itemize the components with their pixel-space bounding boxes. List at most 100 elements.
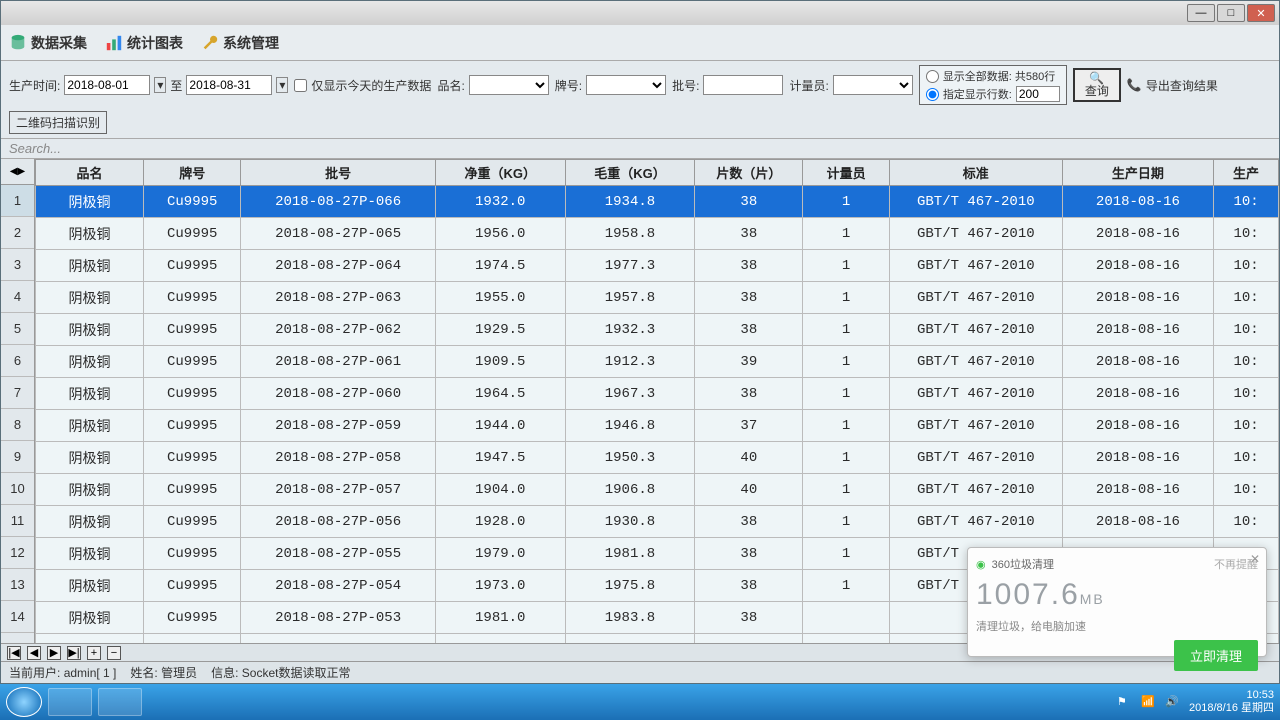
cell: Cu9995 — [144, 250, 241, 282]
row-header[interactable]: 9 — [1, 441, 34, 473]
table-row[interactable]: 阴极铜Cu99952018-08-27P-0631955.01957.8381G… — [36, 282, 1279, 314]
table-row[interactable]: 阴极铜Cu99952018-08-27P-0601964.51967.3381G… — [36, 378, 1279, 410]
row-header[interactable]: 3 — [1, 249, 34, 281]
export-button[interactable]: 📞 导出查询结果 — [1127, 77, 1218, 94]
menu-data-collect[interactable]: 数据采集 — [9, 33, 87, 53]
show-rows-radio[interactable] — [926, 88, 939, 101]
qr-scan-button[interactable]: 二维码扫描识别 — [9, 111, 107, 134]
cell: 10: — [1214, 314, 1279, 346]
row-header[interactable]: 10 — [1, 473, 34, 505]
row-header[interactable]: 1 — [1, 185, 34, 217]
taskbar-clock[interactable]: 10:53 2018/8/16 星期四 — [1189, 689, 1274, 715]
cell: GBT/T 467-2010 — [889, 346, 1062, 378]
row-header[interactable]: 11 — [1, 505, 34, 537]
table-row[interactable]: 阴极铜Cu99952018-08-27P-0611909.51912.3391G… — [36, 346, 1279, 378]
col-header[interactable]: 生产 — [1214, 160, 1279, 186]
cell: 阴极铜 — [36, 634, 144, 644]
product-select[interactable] — [469, 75, 549, 95]
to-label: 至 — [170, 77, 182, 94]
today-only-checkbox[interactable] — [294, 79, 307, 92]
nav-next-button[interactable]: ▶ — [47, 646, 61, 660]
nav-first-button[interactable]: |◀ — [7, 646, 21, 660]
cell: Cu9995 — [144, 474, 241, 506]
row-header[interactable]: 13 — [1, 569, 34, 601]
row-header[interactable]: 12 — [1, 537, 34, 569]
menu-sys-manage[interactable]: 系统管理 — [201, 33, 279, 53]
cell: Cu9995 — [144, 186, 241, 218]
cell: 阴极铜 — [36, 186, 144, 218]
cell: 10: — [1214, 378, 1279, 410]
popup-close-button[interactable]: ✕ — [1250, 552, 1260, 566]
operator-select[interactable] — [833, 75, 913, 95]
tray-network-icon[interactable]: 📶 — [1141, 695, 1155, 709]
maximize-button[interactable]: □ — [1217, 4, 1245, 22]
nav-prev-button[interactable]: ◀ — [27, 646, 41, 660]
nav-add-button[interactable]: + — [87, 646, 101, 660]
row-header[interactable]: 15 — [1, 633, 34, 643]
row-header[interactable]: 6 — [1, 345, 34, 377]
table-row[interactable]: 阴极铜Cu99952018-08-27P-0621929.51932.3381G… — [36, 314, 1279, 346]
table-row[interactable]: 阴极铜Cu99952018-08-27P-0661932.01934.8381G… — [36, 186, 1279, 218]
start-button[interactable] — [6, 687, 42, 717]
cell: 2018-08-16 — [1062, 282, 1213, 314]
cell: 1 — [803, 442, 889, 474]
taskbar-date: 2018/8/16 星期四 — [1189, 702, 1274, 715]
close-button[interactable]: ✕ — [1247, 4, 1275, 22]
col-header[interactable]: 计量员 — [803, 160, 889, 186]
batch-input[interactable] — [703, 75, 783, 95]
show-all-radio[interactable] — [926, 70, 939, 83]
nav-del-button[interactable]: − — [107, 646, 121, 660]
menu-stats-chart[interactable]: 统计图表 — [105, 33, 183, 53]
col-header[interactable]: 标准 — [889, 160, 1062, 186]
cell: 阴极铜 — [36, 570, 144, 602]
date-from-dropdown[interactable]: ▾ — [154, 77, 166, 93]
date-from-input[interactable] — [64, 75, 150, 95]
tray-volume-icon[interactable]: 🔊 — [1165, 695, 1179, 709]
cell: 1912.3 — [565, 346, 695, 378]
table-row[interactable]: 阴极铜Cu99952018-08-27P-0641974.51977.3381G… — [36, 250, 1279, 282]
row-header[interactable]: 2 — [1, 217, 34, 249]
col-header[interactable]: 牌号 — [144, 160, 241, 186]
cell: 阴极铜 — [36, 346, 144, 378]
cell: 2018-08-16 — [1062, 506, 1213, 538]
taskbar-app-1[interactable] — [48, 688, 92, 716]
popup-clean-button[interactable]: 立即清理 — [1174, 640, 1258, 671]
cell: GBT/T 467-2010 — [889, 410, 1062, 442]
col-header[interactable]: 净重（KG） — [435, 160, 565, 186]
date-to-input[interactable] — [186, 75, 272, 95]
cell — [803, 602, 889, 634]
cell: GBT/T 467-2010 — [889, 442, 1062, 474]
tray-flag-icon[interactable]: ⚑ — [1117, 695, 1131, 709]
row-header[interactable]: 4 — [1, 281, 34, 313]
col-header[interactable]: 批号 — [241, 160, 436, 186]
table-row[interactable]: 阴极铜Cu99952018-08-27P-0581947.51950.3401G… — [36, 442, 1279, 474]
cell: 2018-08-27P-065 — [241, 218, 436, 250]
taskbar-app-2[interactable] — [98, 688, 142, 716]
cell: 38 — [695, 282, 803, 314]
show-rows-input[interactable] — [1016, 86, 1060, 102]
date-to-dropdown[interactable]: ▾ — [276, 77, 288, 93]
cell: 1 — [803, 506, 889, 538]
col-header[interactable]: 片数（片） — [695, 160, 803, 186]
nav-last-button[interactable]: ▶| — [67, 646, 81, 660]
table-row[interactable]: 阴极铜Cu99952018-08-27P-0571904.01906.8401G… — [36, 474, 1279, 506]
search-bar[interactable]: Search... — [1, 139, 1279, 159]
row-header-column: ◀▶ 123456789101112131415 — [1, 159, 35, 643]
row-header[interactable]: 8 — [1, 409, 34, 441]
table-row[interactable]: 阴极铜Cu99952018-08-27P-0561928.01930.8381G… — [36, 506, 1279, 538]
table-row[interactable]: 阴极铜Cu99952018-08-27P-0651956.01958.8381G… — [36, 218, 1279, 250]
table-row[interactable]: 阴极铜Cu99952018-08-27P-0591944.01946.8371G… — [36, 410, 1279, 442]
titlebar: — □ ✕ — [1, 1, 1279, 25]
col-header[interactable]: 品名 — [36, 160, 144, 186]
brand-select[interactable] — [586, 75, 666, 95]
row-header[interactable]: 7 — [1, 377, 34, 409]
col-header[interactable]: 生产日期 — [1062, 160, 1213, 186]
col-header[interactable]: 毛重（KG） — [565, 160, 695, 186]
cell: GBT/T 467-2010 — [889, 474, 1062, 506]
query-button[interactable]: 🔍 查询 — [1073, 68, 1121, 102]
row-header[interactable]: 5 — [1, 313, 34, 345]
minimize-button[interactable]: — — [1187, 4, 1215, 22]
popup-big-unit: MB — [1080, 591, 1105, 607]
row-header[interactable]: 14 — [1, 601, 34, 633]
export-icon: 📞 — [1127, 78, 1142, 92]
